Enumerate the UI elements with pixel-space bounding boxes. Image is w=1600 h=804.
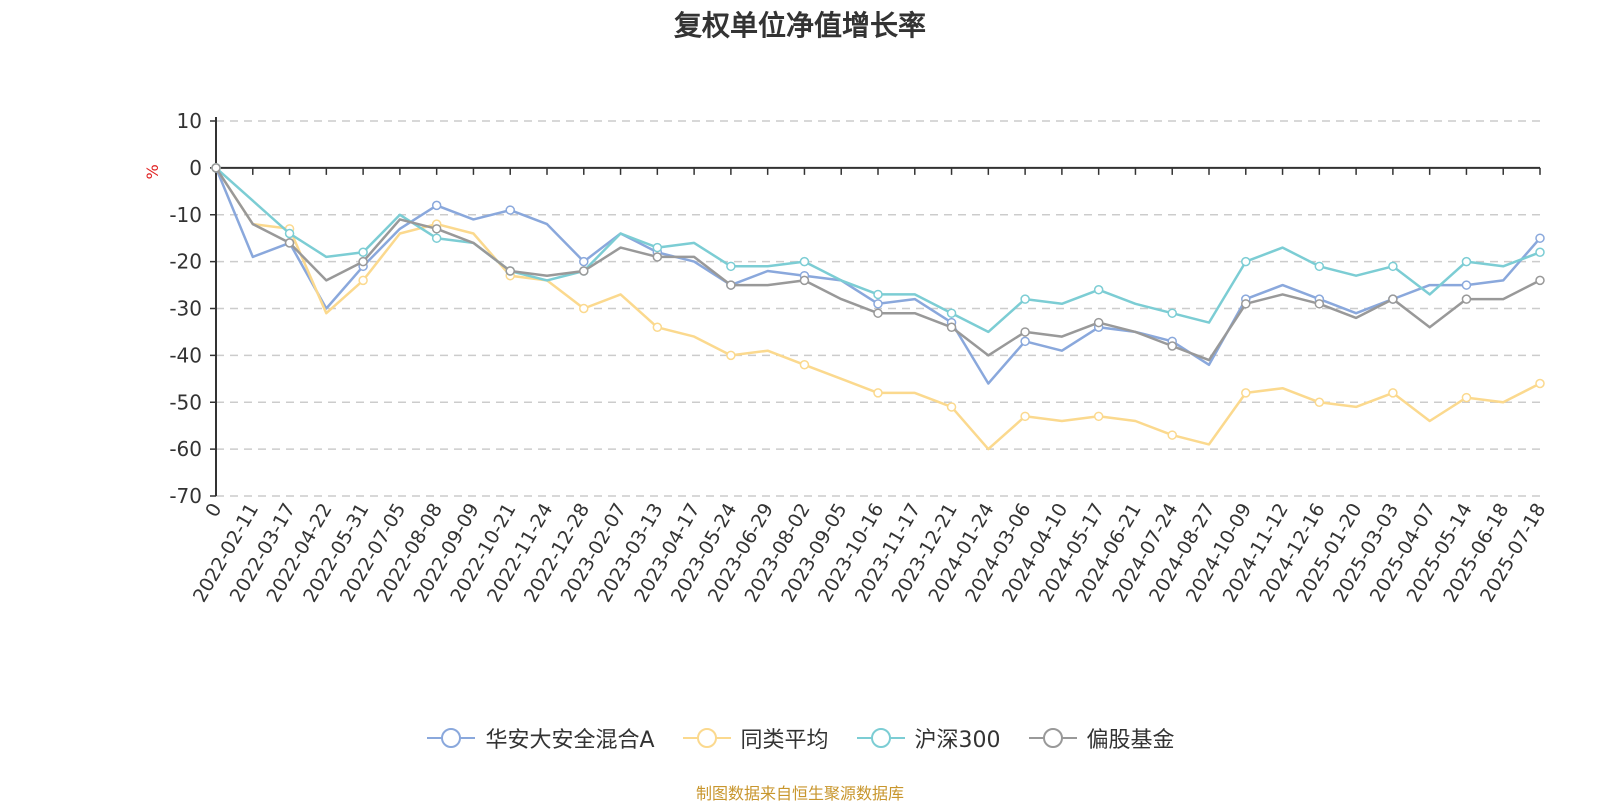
series-2-point-6 <box>431 233 442 243</box>
legend-item-3[interactable]: 偏股基金 <box>1027 722 1175 754</box>
series-0-point-18 <box>873 299 883 309</box>
series-3-point-20 <box>946 322 957 332</box>
series-3-point-22 <box>1020 327 1030 337</box>
legend-swatch-marker <box>441 728 462 748</box>
series-3-point-28 <box>1241 299 1251 309</box>
series-3-point-4 <box>358 256 368 267</box>
series-2-point-22 <box>1020 294 1030 304</box>
series-1-point-18 <box>873 388 883 398</box>
series-1-point-36 <box>1535 378 1545 389</box>
series-3-point-8 <box>505 266 515 276</box>
series-3-point-26 <box>1167 341 1177 351</box>
legend-swatch-icon <box>682 728 731 748</box>
series-3-point-18 <box>873 308 883 318</box>
y-tick-label: -60 <box>169 437 202 461</box>
series-2-point-30 <box>1314 261 1325 272</box>
series-3-point-32 <box>1388 294 1398 304</box>
y-tick-label: -20 <box>169 250 202 274</box>
legend-swatch-marker <box>1042 728 1063 748</box>
legend-item-1[interactable]: 同类平均 <box>681 722 829 754</box>
series-0-point-22 <box>1020 336 1030 347</box>
series-2-point-12 <box>652 242 663 253</box>
legend-label: 华安大安全混合A <box>485 728 655 753</box>
x-tick-label: 0 <box>201 500 226 521</box>
series-2-point-14 <box>726 261 736 272</box>
chart-title: 复权单位净值增长率 <box>673 9 926 42</box>
series-2-point-32 <box>1388 261 1398 272</box>
y-tick-label: -10 <box>169 203 202 227</box>
series-2-point-18 <box>873 289 883 300</box>
legend-swatch-marker <box>870 728 891 748</box>
y-unit-label: % <box>143 164 162 179</box>
series-2-point-20 <box>946 308 957 318</box>
y-tick-label: -70 <box>169 484 202 508</box>
series-1-point-10 <box>579 303 589 314</box>
series-1-point-16 <box>799 360 810 370</box>
legend: 华安大安全混合A 同类平均 沪深300 偏股基金 <box>0 722 1600 754</box>
series-2-point-4 <box>358 247 368 257</box>
line-chart: 100-10-20-30-40-50-60-70%02022-02-112022… <box>143 109 1550 606</box>
legend-item-0[interactable]: 华安大安全混合A <box>425 722 655 754</box>
series-3-point-10 <box>579 266 589 276</box>
series-3-point-34 <box>1461 294 1472 304</box>
series-3-point-6 <box>431 224 442 234</box>
series-line-0 <box>214 167 1541 385</box>
series-0-point-34 <box>1461 280 1472 290</box>
series-2-point-34 <box>1461 256 1472 267</box>
series-0-point-10 <box>579 256 589 267</box>
series-0-point-8 <box>505 205 515 215</box>
series-2-point-16 <box>799 256 810 267</box>
y-tick-label: -30 <box>169 297 202 321</box>
series-2-point-28 <box>1241 256 1251 267</box>
series-1-point-14 <box>726 350 736 361</box>
series-1-point-34 <box>1461 392 1472 403</box>
series-2-point-24 <box>1093 285 1104 295</box>
series-1-point-20 <box>946 402 957 412</box>
series-2-point-2 <box>284 228 295 239</box>
series-1-point-28 <box>1241 388 1251 398</box>
series-0-point-36 <box>1535 233 1545 243</box>
series-1-point-22 <box>1020 411 1030 422</box>
series-1-point-26 <box>1167 430 1177 440</box>
series-1-point-4 <box>358 275 368 286</box>
series-3-point-16 <box>799 275 810 286</box>
series-1-point-30 <box>1314 397 1325 407</box>
source-note: 制图数据来自恒生聚源数据库 <box>695 784 904 803</box>
y-tick-label: -50 <box>169 390 202 414</box>
series-3-point-14 <box>726 280 736 290</box>
series-3-point-24 <box>1093 317 1104 328</box>
legend-label: 同类平均 <box>740 728 829 753</box>
legend-swatch-icon <box>856 728 905 748</box>
legend-item-2[interactable]: 沪深300 <box>855 722 1001 754</box>
series-3-point-30 <box>1314 299 1325 309</box>
series-3-point-2 <box>284 238 295 248</box>
axes <box>210 117 1541 497</box>
y-tick-label: 10 <box>177 109 202 133</box>
legend-label: 偏股基金 <box>1086 728 1175 753</box>
y-tick-label: -40 <box>169 343 202 367</box>
series-2-point-26 <box>1167 308 1177 318</box>
legend-label: 沪深300 <box>914 728 1001 753</box>
series-2-point-36 <box>1535 247 1545 257</box>
series-lines <box>211 163 1545 451</box>
series-1-point-32 <box>1388 388 1398 398</box>
series-1-point-24 <box>1093 411 1104 422</box>
legend-swatch-icon <box>1028 728 1077 748</box>
axis-labels: 100-10-20-30-40-50-60-70%02022-02-112022… <box>143 109 1550 606</box>
series-3-point-0 <box>211 163 221 173</box>
series-3-point-12 <box>652 252 663 262</box>
legend-swatch-marker <box>696 728 717 748</box>
series-1-point-12 <box>652 322 663 332</box>
y-tick-label: 0 <box>189 156 202 180</box>
series-line-3 <box>214 167 1541 362</box>
series-3-point-36 <box>1535 275 1545 286</box>
legend-swatch-icon <box>427 728 476 748</box>
series-0-point-6 <box>431 200 442 211</box>
